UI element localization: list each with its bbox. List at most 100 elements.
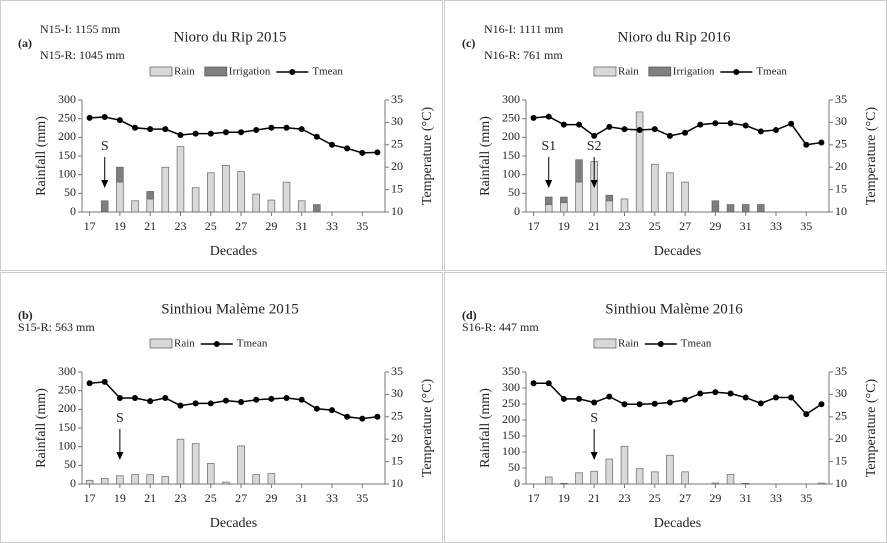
y-tick-label: 250 (502, 110, 520, 124)
point (530, 114, 537, 121)
bar (620, 445, 629, 485)
y-tick-label: 300 (502, 92, 520, 106)
point (727, 390, 734, 397)
chart-title: Nioro du Rip 2016 (618, 29, 731, 45)
x-tick-label: 17 (528, 219, 540, 233)
x-tick-label: 33 (326, 219, 338, 233)
y-tick-label: 350 (502, 364, 520, 378)
bar (711, 200, 720, 213)
y-tick-label: 50 (508, 460, 520, 474)
arrow-head (116, 452, 124, 460)
x-tick-label: 25 (649, 491, 661, 505)
annotation: S1 (541, 139, 556, 154)
point (207, 130, 214, 137)
bar (666, 454, 674, 485)
y-tick-label: 100 (502, 166, 520, 180)
bar (726, 204, 735, 213)
y-tick-label: 150 (58, 148, 76, 162)
bar (222, 481, 230, 485)
bar (252, 474, 260, 485)
y-tick-label: 250 (502, 396, 520, 410)
point (666, 399, 673, 406)
x-tick-label: 21 (144, 219, 156, 233)
point (742, 394, 749, 401)
point (591, 399, 598, 406)
point (621, 401, 628, 408)
panel-border (0, 0, 443, 271)
chart-panel: (a) Nioro du Rip 2015 N15-I: 1155 mm N15-R:… (0, 0, 443, 271)
legend-dot (289, 69, 296, 75)
legend-label: Rain (174, 338, 195, 350)
bar (726, 474, 735, 485)
note: N15-I: 1155 mm (40, 22, 121, 36)
x-tick-label: 31 (296, 491, 308, 505)
point (742, 122, 749, 129)
panel-label: (c) (462, 36, 475, 50)
point (283, 124, 290, 131)
y-tick-label: 50 (64, 185, 76, 199)
chart-title: Sinthiou Malème 2016 (605, 301, 743, 317)
bar (666, 172, 674, 213)
point (116, 117, 123, 124)
point (757, 400, 764, 407)
y2-tick-label: 30 (391, 386, 403, 400)
arrow-head (101, 180, 109, 188)
point (162, 394, 169, 401)
legend-label: Irrigation (673, 66, 715, 78)
bar (741, 483, 750, 485)
point (682, 396, 689, 403)
bar (100, 200, 109, 213)
point (298, 126, 305, 133)
point (177, 131, 184, 138)
bar (560, 196, 568, 204)
bar (176, 146, 185, 213)
x-tick-label: 27 (679, 491, 691, 505)
x-tick-label: 29 (265, 219, 277, 233)
y2-axis-label: Temperature (°C) (420, 107, 435, 206)
legend-swatch (593, 338, 617, 349)
arrow-head (545, 180, 553, 188)
point (576, 121, 583, 128)
x-tick-label: 23 (618, 219, 630, 233)
bar (681, 181, 689, 213)
x-tick-label: 17 (528, 491, 540, 505)
point (344, 413, 351, 420)
bar (297, 200, 306, 213)
point (606, 123, 613, 130)
bar (116, 166, 124, 183)
bar (544, 204, 553, 213)
point (818, 401, 825, 408)
y2-tick-label: 35 (391, 364, 403, 378)
y-tick-label: 50 (508, 185, 520, 199)
chart-title: Nioro du Rip 2015 (174, 29, 287, 45)
note: S15-R: 563 mm (18, 320, 95, 334)
annotation: S2 (587, 139, 602, 154)
x-tick-label: 35 (800, 491, 812, 505)
point (268, 124, 275, 131)
panel-label: (b) (18, 308, 33, 322)
bar (267, 473, 276, 485)
point (238, 399, 245, 406)
arrow-head (590, 180, 598, 188)
point (560, 395, 567, 402)
note: N16-I: 1111 mm (484, 22, 564, 36)
bar (605, 194, 614, 202)
y2-tick-label: 15 (835, 453, 847, 467)
x-tick-label: 27 (235, 219, 247, 233)
point (86, 114, 93, 121)
point (313, 133, 320, 140)
bar (620, 198, 629, 213)
y2-tick-label: 10 (391, 476, 403, 490)
point (374, 149, 381, 156)
point (712, 389, 719, 396)
y2-axis-label: Temperature (°C) (864, 107, 879, 206)
x-axis-label: Decades (210, 516, 257, 531)
bar (146, 474, 154, 485)
bar (575, 181, 583, 213)
point (374, 413, 381, 420)
point (606, 393, 613, 400)
y-tick-label: 250 (58, 382, 76, 396)
bar (651, 471, 659, 485)
y2-tick-label: 30 (835, 114, 847, 128)
point (682, 129, 689, 136)
